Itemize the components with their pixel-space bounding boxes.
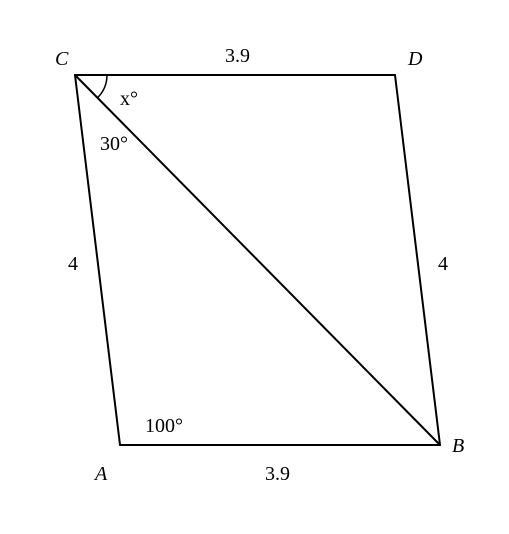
edge-cd-label: 3.9: [225, 45, 250, 67]
edge-db-label: 4: [438, 253, 448, 275]
angle-arc-x: [98, 75, 107, 98]
edge-db: [395, 75, 440, 445]
vertex-c-label: C: [55, 48, 69, 70]
angle-100-label: 100°: [145, 415, 183, 437]
edge-ab-label: 3.9: [265, 463, 290, 485]
vertex-d-label: D: [407, 48, 423, 70]
vertex-a-label: A: [93, 463, 108, 485]
angle-x-label: x°: [120, 88, 138, 110]
edge-ac: [75, 75, 120, 445]
angle-30-label: 30°: [100, 133, 128, 155]
edge-cb: [75, 75, 440, 445]
vertex-b-label: B: [452, 435, 464, 457]
edge-ac-label: 4: [68, 253, 78, 275]
